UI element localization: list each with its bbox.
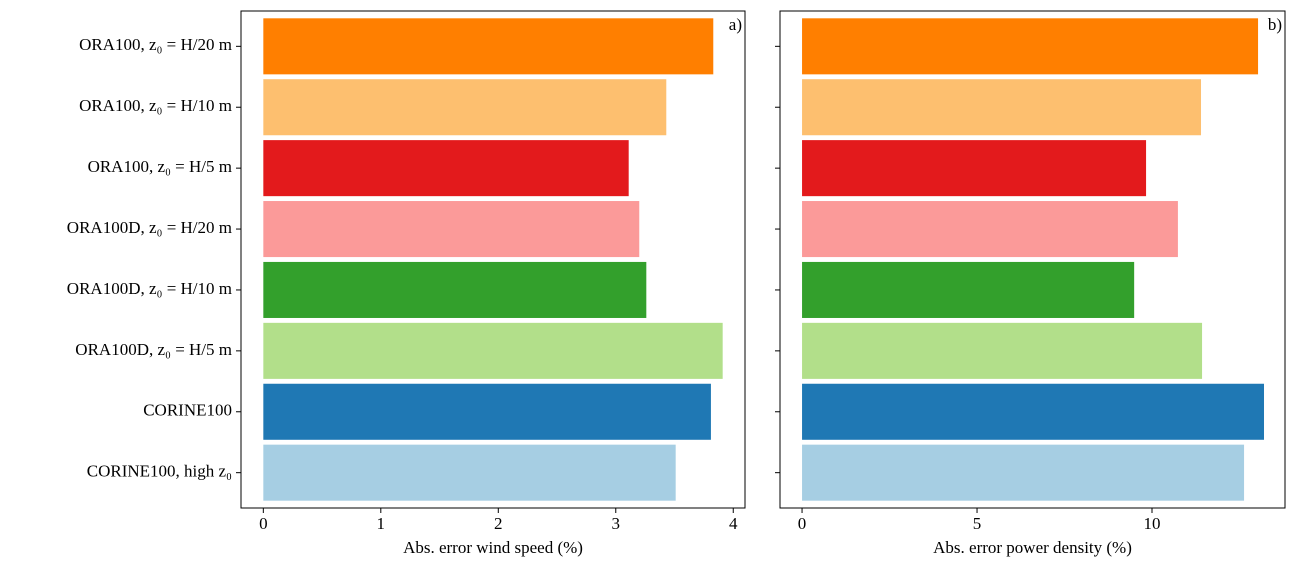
x-axis-label: Abs. error wind speed (%) [403, 538, 583, 557]
bar [802, 18, 1259, 75]
x-tick-label: 3 [612, 514, 621, 533]
x-tick-label: 5 [973, 514, 982, 533]
bar [263, 261, 647, 318]
bar [263, 140, 629, 197]
x-tick-label: 2 [494, 514, 503, 533]
x-tick-label: 10 [1144, 514, 1161, 533]
bar [263, 444, 676, 501]
y-tick-label: ORA100, z₀ = H/10 m [79, 96, 232, 115]
y-tick-label: CORINE100, high z₀ [87, 462, 232, 481]
x-tick-label: 1 [377, 514, 386, 533]
panel-label: a) [729, 15, 742, 34]
bar [802, 201, 1178, 258]
bar [802, 383, 1265, 440]
bar [802, 79, 1202, 136]
bar [263, 322, 723, 379]
bar [802, 322, 1203, 379]
y-tick-label: ORA100D, z₀ = H/20 m [67, 218, 232, 237]
plot-frame [240, 10, 746, 509]
panel-label: b) [1268, 15, 1282, 34]
bar [802, 140, 1147, 197]
x-tick-label: 0 [798, 514, 807, 533]
y-tick-label: ORA100D, z₀ = H/5 m [75, 340, 232, 359]
y-tick-label: ORA100, z₀ = H/5 m [88, 157, 232, 176]
x-axis-label: Abs. error power density (%) [933, 538, 1132, 557]
plot-frame [779, 10, 1286, 509]
bar [263, 201, 640, 258]
y-tick-label: ORA100D, z₀ = H/10 m [67, 279, 232, 298]
bar [263, 18, 714, 75]
x-tick-label: 0 [259, 514, 268, 533]
bar [802, 444, 1245, 501]
x-tick-label: 4 [729, 514, 738, 533]
bar [802, 261, 1135, 318]
y-tick-label: ORA100, z₀ = H/20 m [79, 35, 232, 54]
bar [263, 79, 667, 136]
bar [263, 383, 711, 440]
y-tick-label: CORINE100 [143, 401, 232, 420]
